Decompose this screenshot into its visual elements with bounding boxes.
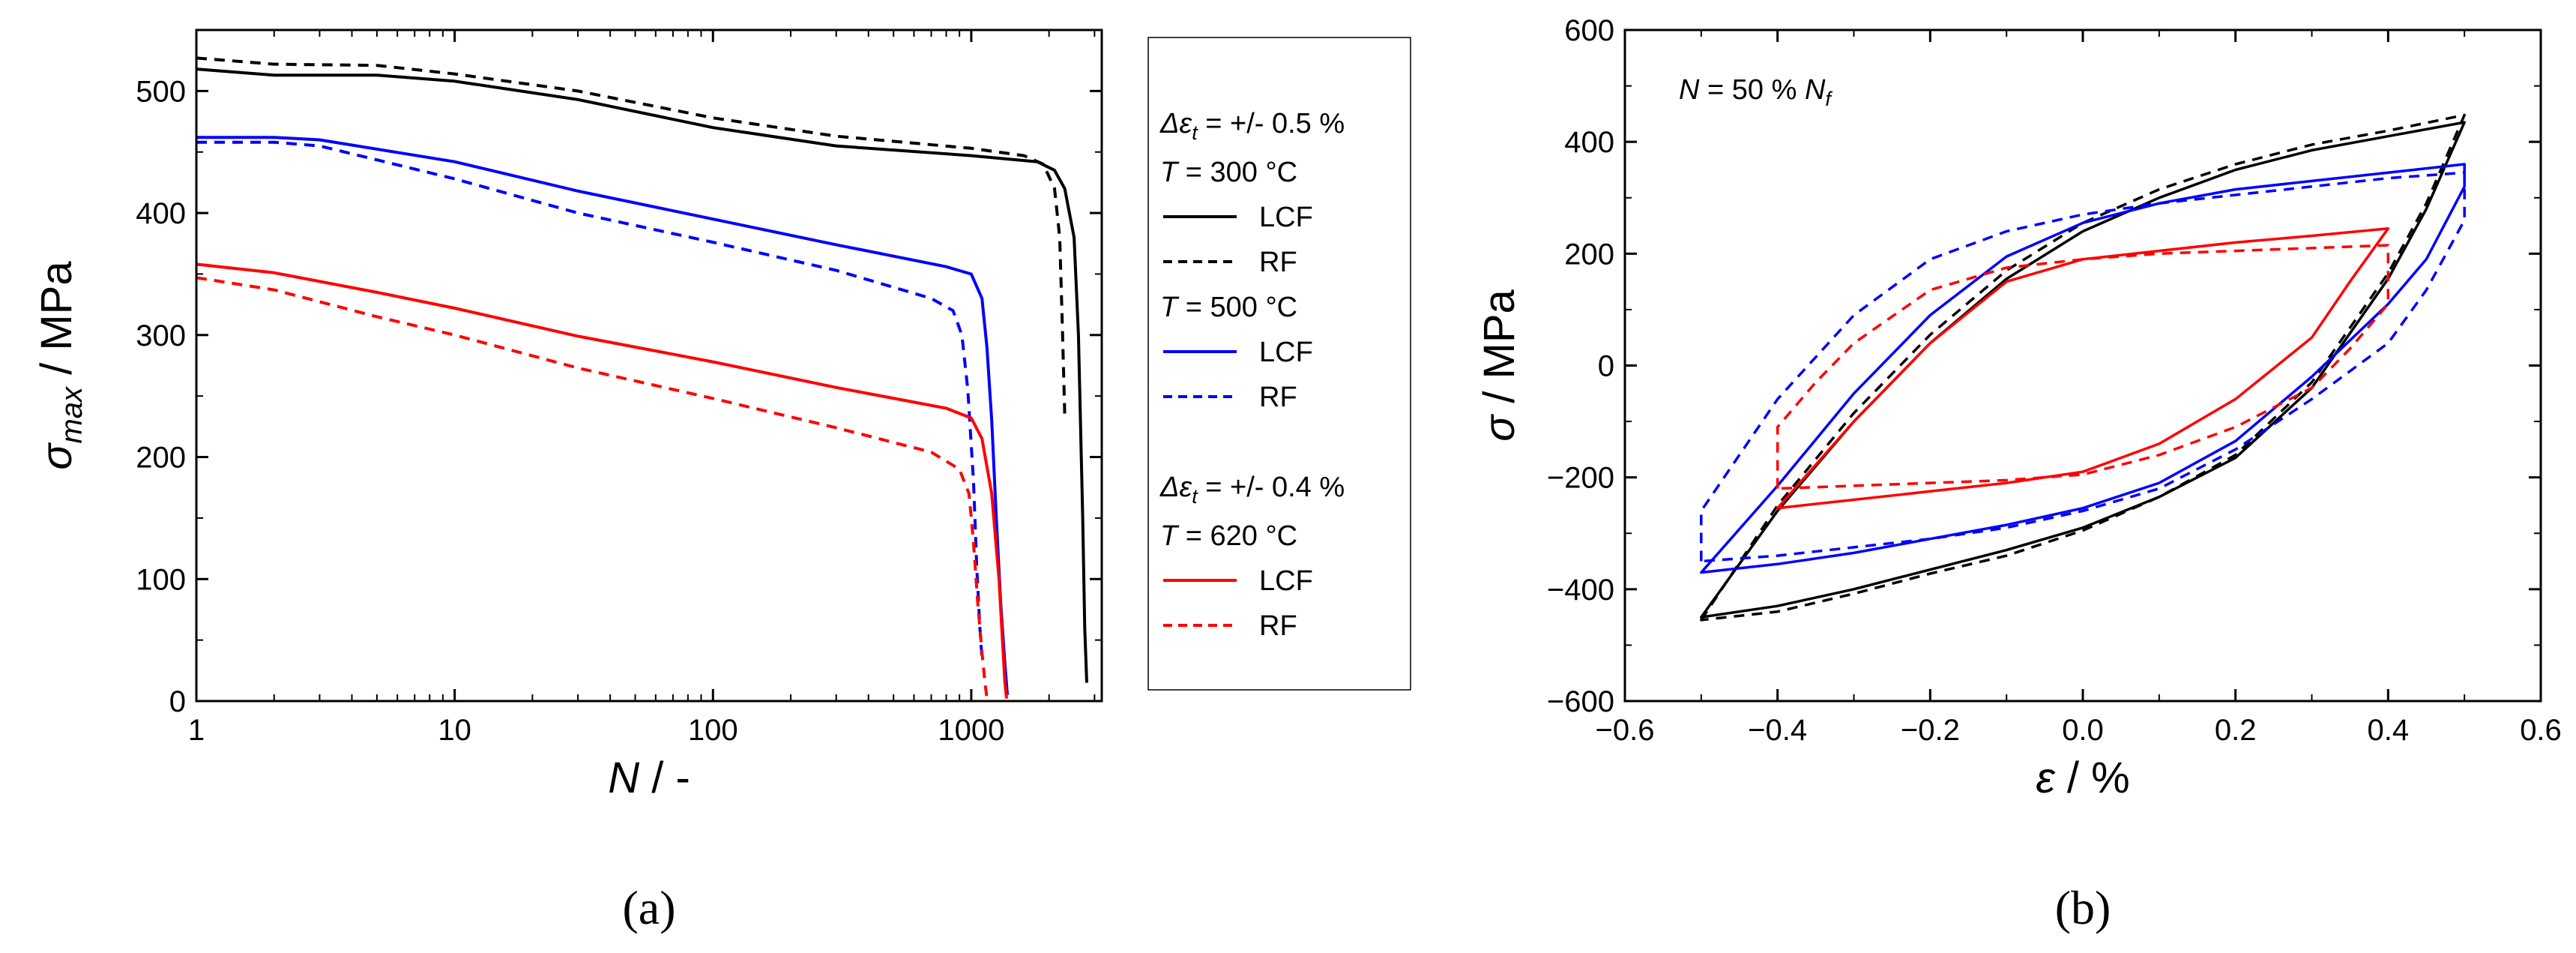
panel-b-label: (b) [2055,881,2111,934]
legend-header-temp-300: T = 300 °C [1160,157,1297,188]
panel-b-hysteresis-loop-4 [1776,227,2390,510]
panel-b-plot-frame [1623,28,2542,703]
panel-b-x-tick-label: −0.2 [1901,714,1960,747]
panel-b-y-axis-title: σ / MPa [1475,289,1524,441]
panel-b-series-group [1700,113,2466,622]
legend-header-temp-500: T = 500 °C [1160,292,1297,323]
panel-a-y-axis-title: σmax / MPa [32,261,88,470]
panel-b-y-tick-label: −400 [1547,574,1614,607]
panel-b-x-axis-title: ε / % [2036,754,2129,802]
legend-label-500-lcf: LCF [1259,337,1313,368]
panel-a-series-line-3 [196,140,984,659]
legend-label-500-rf: RF [1259,382,1297,413]
legend-header-strain-0-5: Δεt = +/- 0.5 % [1159,108,1345,144]
panel-a-series-line-2 [196,136,1010,696]
legend-label-620-rf: RF [1259,610,1297,642]
panel-b-y-tick-label: 200 [1564,238,1614,271]
panel-a-label: (a) [622,881,675,934]
legend-label-300-lcf: LCF [1259,202,1313,233]
panel-a-ticks: 1 10 100 1000 0 100 200 300 400 500 [136,30,1102,747]
panel-a-x-tick-label: 1 [188,714,205,747]
panel-b-y-tick-label: −600 [1547,685,1614,718]
panel-b-x-tick-label: −0.4 [1748,714,1807,747]
panel-b-hysteresis-loop-2 [1700,163,2466,574]
panel-a-series-line-1 [196,56,1067,415]
panel-a-series-line-5 [196,276,989,699]
panel-a-chart: 1 10 100 1000 0 100 200 300 400 500 N / - σmax / … [32,28,1411,934]
panel-b-ticks: −0.6 −0.4 −0.2 0.0 0.2 0.4 0.6 −600 −400 −200 0 200… [1547,14,2562,747]
panel-a-y-tick-label: 0 [169,685,186,718]
panel-a-series-line-4 [196,262,1008,699]
legend-header-temp-620: T = 620 °C [1160,520,1297,552]
panel-a-x-tick-label: 100 [688,714,738,747]
panel-b-y-tick-label: 400 [1564,126,1614,159]
panel-a-x-axis-title: N / - [608,754,690,802]
panel-b-annotation: N = 50 % Nf [1679,74,1833,110]
panel-b-y-tick-label: −200 [1547,462,1614,495]
legend-label-300-rf: RF [1259,247,1297,278]
panel-a-x-tick-label: 10 [438,714,471,747]
panel-a-y-tick-label: 100 [136,563,186,596]
legend-header-strain-0-4: Δεt = +/- 0.4 % [1159,472,1345,508]
panel-b-hysteresis-loop-5 [1776,244,2390,490]
panel-b-x-tick-label: 0.2 [2215,714,2257,747]
panel-a-y-tick-label: 200 [136,442,186,475]
legend-label-620-lcf: LCF [1259,565,1313,597]
panel-a-series-group [196,56,1088,699]
panel-b-x-tick-label: 0.4 [2368,714,2410,747]
panel-a-legend: Δεt = +/- 0.5 % T = 300 °C LCF RF T = 50… [1147,37,1411,691]
panel-a-x-tick-label: 1000 [938,714,1004,747]
panel-a-plot-frame [195,28,1103,703]
panel-b-hysteresis-loop-1 [1700,113,2466,622]
panel-a-y-tick-label: 500 [136,75,186,108]
panel-b-x-tick-label: −0.6 [1596,714,1655,747]
panel-b-x-tick-label: 0.0 [2062,714,2104,747]
panel-a-y-tick-label: 400 [136,197,186,230]
panel-b-y-tick-label: 600 [1564,14,1614,47]
panel-b-chart: −0.6 −0.4 −0.2 0.0 0.2 0.4 0.6 −600 −400 −200 0 200… [1475,14,2562,934]
panel-b-y-tick-label: 0 [1598,350,1614,383]
panel-a-series-line-0 [196,67,1088,683]
panel-a-y-tick-label: 300 [136,319,186,352]
panel-b-x-tick-label: 0.6 [2520,714,2562,747]
panel-b-hysteresis-loop-3 [1700,171,2466,563]
